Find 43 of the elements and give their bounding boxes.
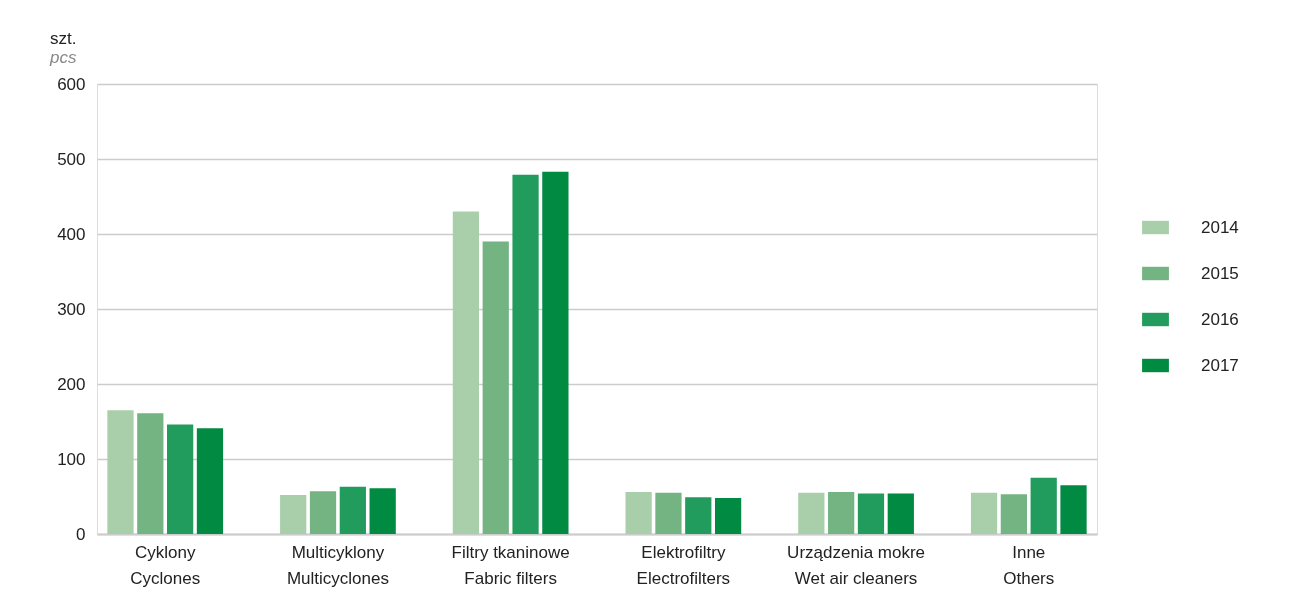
- bar: [970, 492, 998, 534]
- y-tick-label: 200: [57, 374, 86, 394]
- bar: [196, 428, 224, 534]
- bar: [1000, 494, 1027, 534]
- chart-title: szt.: [50, 29, 77, 48]
- bar: [828, 492, 855, 534]
- y-tick-label: 0: [76, 524, 86, 544]
- bar: [482, 241, 509, 534]
- y-tick-label: 300: [57, 299, 86, 319]
- bar: [798, 492, 825, 534]
- x-tick-label: Cyklony Cyclones: [130, 542, 201, 588]
- bar: [369, 488, 396, 534]
- chart-subtitle: pcs: [49, 48, 77, 67]
- y-tick-label: 600: [57, 74, 86, 94]
- x-tick-label: Filtry tkaninowe Fabric filters: [451, 542, 570, 588]
- bar: [107, 410, 134, 534]
- bar: [1030, 477, 1057, 534]
- bar: [1060, 485, 1087, 534]
- bar: [512, 174, 539, 534]
- bar: [857, 493, 885, 534]
- legend-label: 2016: [1201, 309, 1239, 329]
- bar: [309, 491, 337, 534]
- bar: [542, 171, 569, 534]
- bar: [685, 497, 712, 534]
- bar: [280, 495, 307, 534]
- bar: [137, 413, 164, 534]
- bar: [452, 211, 480, 534]
- legend-label: 2015: [1201, 263, 1239, 283]
- bar: [167, 424, 194, 534]
- bar: [625, 492, 652, 534]
- legend-label: 2017: [1201, 355, 1239, 375]
- x-tick-label: Inne Others: [1003, 542, 1055, 588]
- y-tick-label: 100: [57, 449, 86, 469]
- y-tick-label: 500: [57, 149, 86, 169]
- x-tick-label: Elektrofiltry Electrofilters: [636, 542, 731, 588]
- y-tick-label: 400: [57, 224, 86, 244]
- x-tick-label: Urządzenia mokre Wet air cleaners: [787, 542, 926, 588]
- legend-label: 2014: [1201, 217, 1239, 237]
- x-tick-label: Multicyklony Multicyclones: [286, 542, 389, 588]
- bar: [887, 493, 914, 534]
- bar: [655, 492, 682, 534]
- bar: [714, 498, 742, 534]
- bar: [339, 486, 366, 534]
